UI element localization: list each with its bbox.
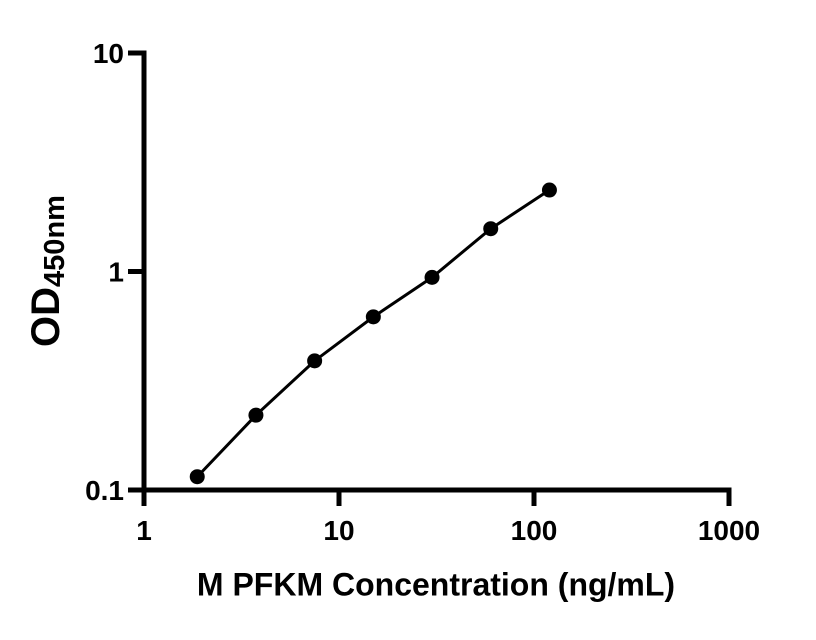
- y-tick-label: 0.1: [85, 475, 124, 506]
- y-axis-title-main: OD: [23, 286, 68, 347]
- x-tick-label: 1: [136, 515, 152, 546]
- y-axis-title: OD450nm: [24, 195, 72, 347]
- x-tick-label: 1000: [698, 515, 760, 546]
- data-point-marker: [307, 353, 323, 369]
- y-tick-label: 10: [93, 38, 124, 69]
- data-point-marker: [424, 269, 440, 285]
- data-point-marker: [248, 407, 264, 423]
- x-tick-label: 10: [323, 515, 354, 546]
- data-point-marker: [189, 469, 205, 485]
- y-axis-title-subscript: 450nm: [39, 195, 72, 287]
- x-axis-title: M PFKM Concentration (ng/mL): [196, 566, 676, 603]
- y-tick-label: 1: [108, 257, 124, 288]
- data-point-marker: [541, 182, 557, 198]
- x-tick-label: 100: [511, 515, 558, 546]
- data-point-marker: [365, 309, 381, 325]
- data-point-marker: [483, 221, 499, 237]
